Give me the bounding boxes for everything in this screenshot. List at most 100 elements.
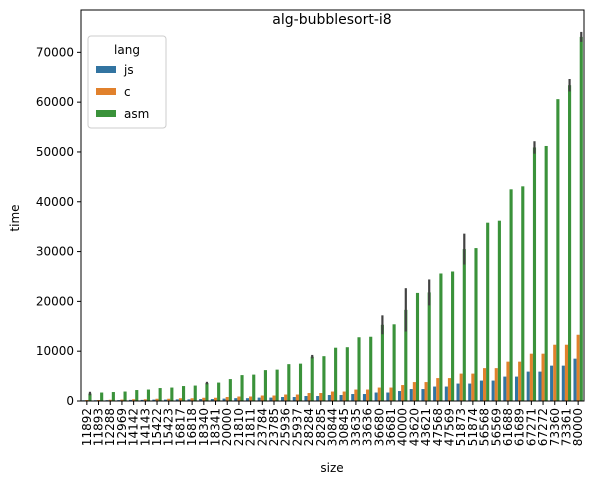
- bar-js-33636: [362, 394, 367, 401]
- x-tick-label: 28285: [314, 408, 328, 446]
- legend: lang js c asm: [87, 35, 167, 129]
- x-tick-label: 67271: [524, 408, 538, 446]
- x-axis: 1189211893122881296914142141431542215423…: [80, 401, 585, 446]
- bar-asm-16817: [181, 386, 186, 401]
- bar-asm-61689: [521, 186, 525, 401]
- x-tick-label: 12288: [103, 408, 117, 446]
- bar-js-36680: [374, 392, 378, 401]
- legend-title: lang: [114, 43, 140, 57]
- y-tick-label: 70000: [36, 45, 74, 59]
- bar-js-16817: [175, 399, 179, 401]
- bar-js-51874: [468, 383, 472, 401]
- legend-label-c: c: [124, 85, 131, 99]
- bar-asm-14143: [146, 389, 151, 401]
- bar-asm-28284: [310, 356, 314, 401]
- bar-c-21811: [249, 396, 253, 401]
- y-tick-label: 10000: [36, 344, 74, 358]
- x-tick-label: 36680: [372, 408, 386, 446]
- x-tick-label: 14143: [138, 408, 152, 446]
- legend-frame: [87, 35, 167, 129]
- y-axis-label: time: [8, 204, 22, 231]
- bar-js-56568: [479, 380, 484, 401]
- bar-c-28285: [319, 393, 323, 401]
- bar-c-36680: [377, 387, 381, 401]
- bar-asm-47569: [451, 271, 455, 401]
- legend-swatch-js: [96, 66, 116, 73]
- bar-c-47568: [436, 378, 440, 401]
- y-tick-label: 20000: [36, 294, 74, 308]
- x-tick-label: 15423: [162, 408, 176, 446]
- bar-asm-56569: [497, 220, 501, 401]
- bar-c-30844: [330, 391, 335, 401]
- bar-asm-18341: [217, 382, 221, 401]
- x-tick-label: 16818: [185, 408, 199, 446]
- bar-c-73360: [553, 344, 557, 401]
- bar-js-20000: [222, 398, 226, 401]
- chart-title: alg-bubblesort-i8: [272, 12, 391, 28]
- bar-c-20000: [225, 397, 229, 401]
- bar-js-21810: [234, 398, 238, 401]
- y-tick-label: 60000: [36, 95, 74, 109]
- bar-asm-23785: [275, 369, 279, 401]
- x-tick-label: 18341: [209, 408, 223, 446]
- bar-js-43621: [421, 389, 425, 401]
- bars: [82, 31, 583, 402]
- x-tick-label: 20000: [220, 408, 234, 446]
- bar-asm-11893: [100, 392, 104, 401]
- x-tick-label: 11892: [80, 408, 94, 446]
- bar-js-30845: [339, 395, 343, 401]
- legend-label-asm: asm: [124, 107, 149, 121]
- x-tick-label: 30844: [326, 408, 340, 446]
- bar-c-12969: [120, 399, 124, 401]
- x-tick-label: 21810: [232, 408, 246, 446]
- bar-c-56569: [494, 368, 498, 401]
- x-tick-label: 21811: [244, 408, 258, 446]
- bar-asm-12288: [111, 392, 115, 401]
- bar-c-18341: [213, 397, 218, 401]
- bar-js-18341: [210, 399, 214, 401]
- bar-js-28284: [304, 396, 308, 401]
- bar-c-25936: [284, 394, 288, 401]
- bar-asm-51874: [474, 248, 478, 401]
- x-tick-label: 47569: [442, 408, 456, 446]
- bar-c-67271: [529, 353, 533, 401]
- bar-asm-25936: [287, 364, 291, 401]
- bar-c-12288: [108, 399, 112, 401]
- bar-c-33636: [366, 389, 370, 401]
- bar-js-73360: [550, 365, 554, 401]
- x-tick-label: 28284: [302, 408, 316, 446]
- bar-asm-43621: [427, 292, 431, 401]
- bar-c-23785: [272, 395, 276, 401]
- bar-asm-73360: [556, 99, 560, 401]
- legend-label-js: js: [123, 63, 134, 77]
- bar-js-23784: [257, 397, 261, 401]
- bar-js-18340: [199, 399, 203, 401]
- bar-asm-12969: [123, 391, 127, 401]
- bar-asm-56568: [486, 222, 490, 401]
- bar-asm-14142: [135, 390, 139, 401]
- bar-asm-61688: [509, 189, 513, 401]
- x-tick-label: 30845: [337, 408, 351, 446]
- bar-js-67271: [526, 371, 530, 401]
- x-tick-label: 43621: [419, 408, 433, 446]
- bar-asm-11892: [88, 393, 92, 401]
- bar-asm-30845: [345, 347, 349, 401]
- bar-c-23784: [260, 395, 264, 401]
- x-tick-label: 36681: [384, 408, 398, 446]
- bar-c-61689: [518, 361, 522, 401]
- x-tick-label: 25936: [279, 408, 293, 446]
- legend-swatch-c: [96, 88, 116, 95]
- bar-js-28285: [316, 396, 320, 401]
- bar-js-47569: [444, 386, 448, 401]
- bar-asm-21810: [240, 375, 244, 401]
- x-axis-label: size: [320, 461, 343, 475]
- bar-js-67272: [538, 371, 542, 401]
- x-tick-label: 33635: [349, 408, 363, 446]
- x-tick-label: 11893: [92, 408, 106, 446]
- x-tick-label: 12969: [115, 408, 129, 446]
- x-tick-label: 40000: [396, 408, 410, 446]
- bar-asm-67271: [532, 147, 537, 401]
- bar-js-33635: [351, 394, 355, 401]
- bar-js-15422: [152, 399, 156, 401]
- bar-js-14143: [140, 399, 144, 401]
